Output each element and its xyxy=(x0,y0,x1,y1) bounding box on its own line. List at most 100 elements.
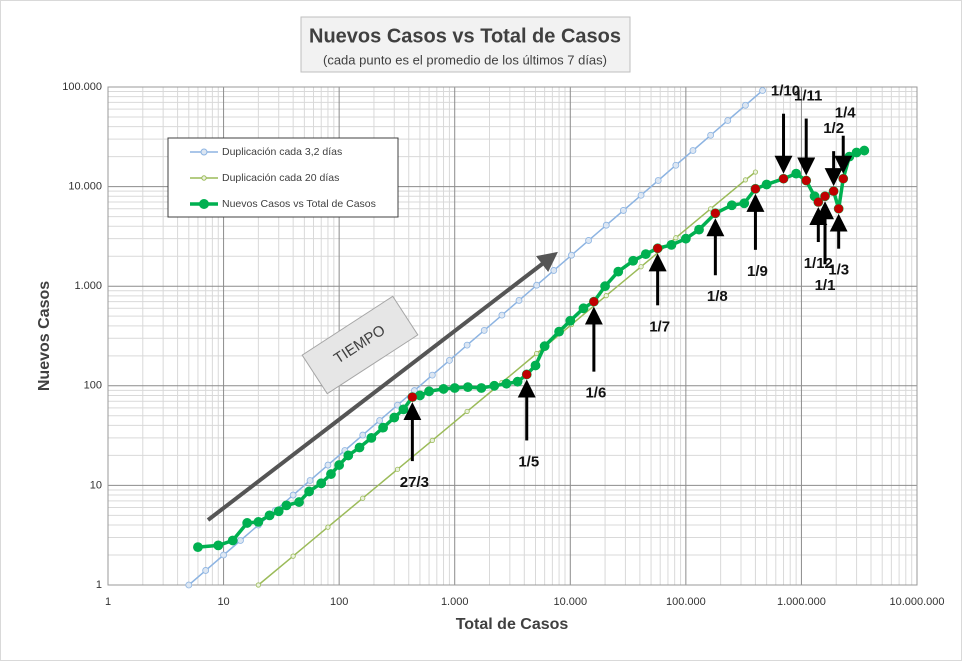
point xyxy=(394,466,401,472)
point xyxy=(578,303,589,314)
legend-entries: Duplicación cada 3,2 días Duplicación cad… xyxy=(190,146,376,210)
point xyxy=(378,422,388,433)
annotation-label: 1/4 xyxy=(835,105,857,122)
point xyxy=(253,517,264,527)
point xyxy=(366,432,377,443)
point xyxy=(462,382,473,393)
point xyxy=(438,384,449,394)
point xyxy=(213,540,224,551)
point xyxy=(264,510,275,521)
point xyxy=(530,360,541,371)
title-box xyxy=(300,16,631,73)
x-tick-label: 10 xyxy=(217,596,229,608)
point xyxy=(761,179,772,190)
point xyxy=(638,264,644,270)
point xyxy=(316,478,327,489)
point xyxy=(415,390,425,401)
y-tick-label: 10 xyxy=(90,479,102,491)
series-line xyxy=(257,171,756,586)
point xyxy=(759,87,766,94)
point xyxy=(289,491,297,499)
point xyxy=(324,461,332,469)
highlight-point xyxy=(801,176,811,186)
highlight-point xyxy=(522,369,532,379)
point xyxy=(498,311,506,319)
point xyxy=(742,177,749,183)
x-tick-label: 10.000 xyxy=(553,596,587,608)
highlight-point xyxy=(820,191,830,201)
point xyxy=(550,267,558,274)
annotation-label: 1/1 xyxy=(815,277,836,294)
point xyxy=(501,378,512,389)
chart-subtitle: (cada punto es el promedio de los último… xyxy=(323,52,607,67)
highlight-point xyxy=(838,174,848,184)
y-tick-label: 1.000 xyxy=(74,280,102,292)
annotation-label: 27/3 xyxy=(400,474,429,491)
point xyxy=(185,581,193,589)
point xyxy=(512,376,523,387)
point xyxy=(294,497,304,507)
point xyxy=(326,469,336,479)
point xyxy=(707,131,715,139)
point xyxy=(619,207,627,214)
point xyxy=(600,281,610,292)
highlight-point xyxy=(589,297,599,307)
x-tick-label: 100.000 xyxy=(666,596,706,608)
point xyxy=(640,249,651,260)
point xyxy=(585,237,592,244)
point xyxy=(791,168,802,179)
y-tick-label: 100.000 xyxy=(62,81,102,93)
point xyxy=(480,326,488,334)
annotation-label: 1/3 xyxy=(828,262,849,279)
x-axis-label: Total de Casos xyxy=(456,616,569,633)
x-tick-label: 100 xyxy=(330,596,348,608)
point xyxy=(429,437,435,444)
y-tick-label: 1 xyxy=(96,579,102,591)
point xyxy=(515,297,523,304)
point xyxy=(325,524,331,530)
x-tick-label: 10.000.000 xyxy=(889,596,944,608)
point xyxy=(202,567,210,574)
point xyxy=(680,233,691,244)
highlight-point xyxy=(829,186,839,196)
point xyxy=(476,383,487,393)
point xyxy=(389,412,400,423)
point xyxy=(672,161,680,169)
point xyxy=(489,380,500,391)
highlight-point xyxy=(779,174,789,184)
point xyxy=(694,224,704,235)
point xyxy=(354,442,365,453)
point xyxy=(613,266,624,277)
point xyxy=(637,191,645,199)
point xyxy=(449,383,460,393)
point xyxy=(603,293,609,299)
highlight-point xyxy=(834,204,844,214)
highlight-point xyxy=(653,243,663,253)
point xyxy=(227,535,238,546)
point xyxy=(752,169,759,175)
point xyxy=(554,326,564,337)
point xyxy=(534,350,540,357)
point xyxy=(708,206,714,212)
point xyxy=(398,404,409,415)
legend-label: Duplicación cada 20 días xyxy=(222,172,339,184)
point xyxy=(281,500,292,511)
point xyxy=(742,101,749,109)
highlight-point xyxy=(750,184,760,194)
point xyxy=(568,251,575,259)
x-tick-label: 1.000 xyxy=(441,596,469,608)
point xyxy=(628,255,639,266)
point xyxy=(334,460,345,470)
point xyxy=(666,239,677,250)
legend-marker xyxy=(201,175,207,181)
plot-frame xyxy=(107,86,918,586)
point xyxy=(360,495,366,501)
legend-marker xyxy=(199,199,209,209)
x-tick-label: 1.000.000 xyxy=(777,596,826,608)
point xyxy=(255,582,261,588)
point xyxy=(304,486,315,497)
annotation-label: 1/2 xyxy=(823,120,844,137)
point xyxy=(273,506,284,517)
